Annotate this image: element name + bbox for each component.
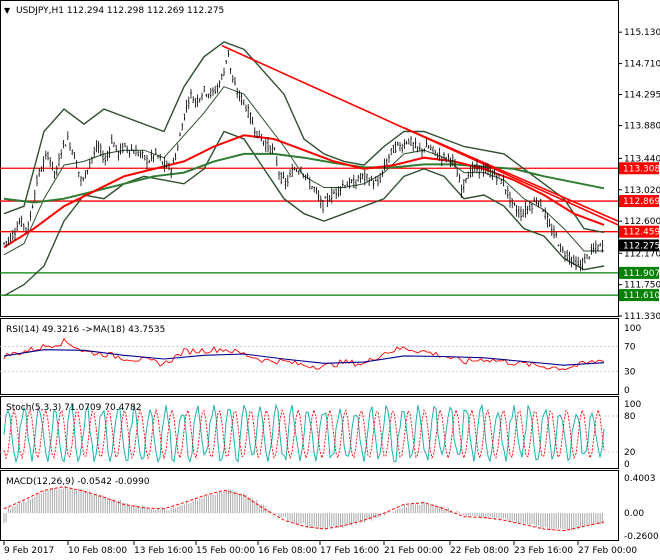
rsi-line [3,337,605,371]
stoch-tick-label: 0 [624,460,630,470]
rsi-tick-label: 70 [624,343,636,353]
time-label: 13 Feb 16:00 [134,546,193,556]
time-label: 15 Feb 00:00 [196,546,255,556]
ma-red [3,134,605,249]
time-label: 17 Feb 16:00 [320,546,379,556]
rsi-tick-label: 0 [624,386,630,396]
level-label: 113.308 [623,164,660,174]
price-tick-label: 112.600 [624,217,660,227]
level-label-box [619,195,659,208]
rsi-indicator: 100 70 30 0 [0,324,641,396]
macd-panel-frame [0,470,619,541]
macd-signal-line [3,486,605,532]
macd-tick-label: 0.4003 [624,474,656,484]
macd-tick-label: 0.00 [624,509,644,519]
trendline-1 [403,127,619,222]
last-price-label: 112.275 [623,241,660,251]
moving-averages [3,134,605,249]
price-tick-label: 111.330 [624,312,660,322]
level-label-box [619,225,659,238]
stoch-tick-label: 100 [624,400,641,410]
bollinger-upper [3,41,605,234]
rsi-tick-label: 30 [624,367,636,377]
time-label: 9 Feb 2017 [4,546,54,556]
price-horizontal-lines [0,167,618,296]
macd-header: MACD(12,26,9) -0.0542 -0.0990 [6,477,150,487]
level-label: 112.869 [623,197,660,207]
price-tick-label: 112.170 [624,249,660,259]
time-label: 21 Feb 00:00 [384,546,443,556]
collapse-arrow-icon[interactable]: ▼ [4,6,11,15]
rsi-ma-line [3,349,605,366]
time-label: 27 Feb 00:00 [578,546,637,556]
rsi-panel-frame [0,318,619,395]
symbol-header: USDJPY,H1 112.294 112.298 112.269 112.27… [16,6,224,16]
price-axis: 115.130 114.710 114.295 113.880 113.440 113.0… [618,28,660,322]
time-label: 23 Feb 16:00 [514,546,573,556]
stoch-header: Stoch(5,3,3) 71.0709 70.4782 [6,403,141,413]
price-tick-label: 113.440 [624,154,660,164]
price-tick-label: 115.130 [624,28,660,38]
macd-tick-label: -0.2600 [624,532,659,542]
price-candles [3,49,604,272]
price-tick-label: 113.880 [624,122,660,132]
stoch-tick-label: 20 [624,448,636,458]
stoch-main-line [3,403,605,464]
time-label: 10 Feb 08:00 [68,546,127,556]
bollinger-lower [3,130,605,297]
level-label: 111.610 [623,291,660,301]
price-tick-label: 114.710 [624,60,660,70]
level-label: 112.459 [623,228,660,238]
price-level-labels: 113.308 112.869 112.459 111.907 111.610 112.2… [619,162,660,302]
last-price-box [619,239,659,252]
macd-indicator: 0.4003 0.00 -0.2600 [3,474,659,542]
bollinger-bands [3,41,605,297]
rsi-header: RSI(14) 49.3216 ->MA(18) 43.7535 [6,325,165,335]
price-tick-label: 111.750 [624,281,660,291]
stoch-tick-label: 80 [624,412,636,422]
price-tick-label: 114.295 [624,91,660,101]
price-tick-label: 113.020 [624,186,660,196]
time-label: 16 Feb 08:00 [258,546,317,556]
level-label-box [619,266,659,279]
time-label: 22 Feb 08:00 [450,546,509,556]
ma-green [3,152,605,204]
level-label: 111.907 [623,269,660,279]
rsi-tick-label: 100 [624,324,641,334]
time-axis: 9 Feb 2017 10 Feb 08:00 13 Feb 16:00 15 Feb… [3,541,637,556]
stoch-indicator: 100 80 20 0 [0,400,641,470]
level-label-box [619,289,659,302]
trendlines [221,44,619,226]
level-label-box [619,162,659,175]
stoch-panel-frame [0,396,619,469]
bollinger-mid [3,86,604,256]
